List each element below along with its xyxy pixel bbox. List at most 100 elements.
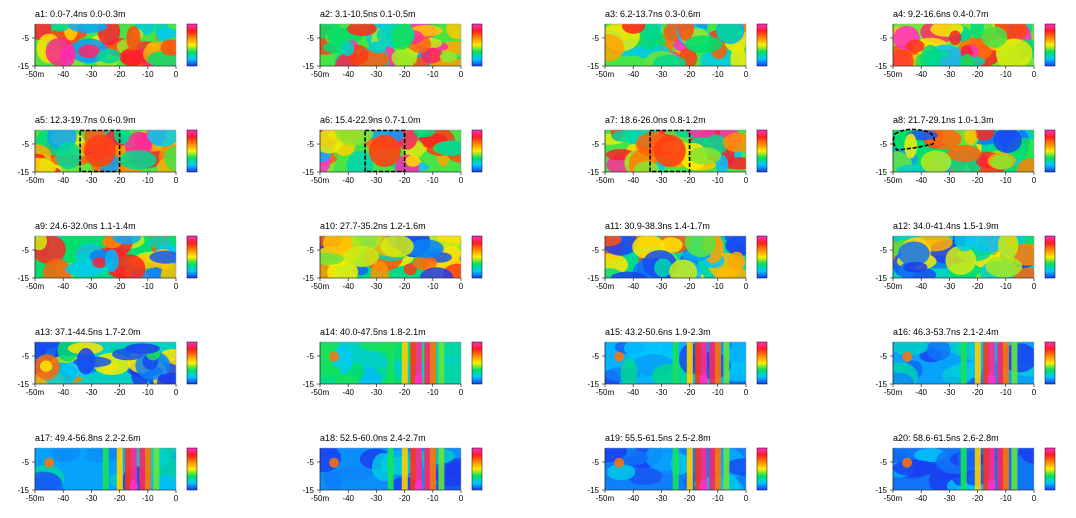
heatmap-blob [634, 161, 660, 172]
x-tick-label: -10 [427, 176, 439, 185]
x-tick-label: -10 [1000, 70, 1012, 79]
x-tick-label: 0 [174, 282, 179, 291]
heatmap-blob [346, 150, 374, 172]
panel-title: a19: 55.5-61.5ns 2.5-2.8m [605, 433, 711, 443]
heatmap-blob [974, 130, 995, 141]
x-tick-label: -50m [884, 494, 903, 503]
x-tick-label: 0 [744, 176, 749, 185]
heatmap-blob [335, 465, 373, 481]
heatmap-blob [972, 236, 1006, 253]
small-anomaly [614, 351, 625, 362]
panel-title: a12: 34.0-41.4ns 1.5-1.9m [893, 221, 999, 231]
heatmap-field [605, 448, 746, 490]
heatmap-blob [320, 252, 344, 265]
y-tick-label: -5 [880, 34, 888, 43]
heatmap-field [893, 448, 1034, 490]
heatmap-blob [904, 133, 918, 159]
heatmap-blob [391, 24, 413, 50]
colorbar [756, 447, 768, 491]
x-tick-label: -10 [712, 70, 724, 79]
stripe-band [709, 448, 716, 490]
stripe-band [960, 342, 967, 384]
x-tick-label: -10 [712, 494, 724, 503]
x-tick-label: -10 [142, 176, 154, 185]
x-tick-label: -40 [342, 282, 354, 291]
heatmap-blob [97, 24, 121, 46]
colorbar [1044, 235, 1056, 279]
x-tick-label: -40 [627, 282, 639, 291]
heatmap-field [893, 24, 1034, 66]
heatmap-blob [920, 44, 941, 66]
x-tick-label: -50m [26, 494, 45, 503]
x-tick-label: -50m [884, 388, 903, 397]
heatmap-blob [435, 140, 461, 156]
heatmap-blob [898, 241, 930, 266]
y-tick-label: -5 [307, 246, 315, 255]
heatmap-blob [893, 372, 915, 384]
y-tick-label: -5 [307, 352, 315, 361]
heatmap-blob [432, 361, 461, 384]
heatmap-blob [335, 130, 374, 146]
x-tick-label: -30 [656, 176, 668, 185]
heatmap-blob [985, 256, 1023, 278]
heatmap-blob [92, 257, 107, 268]
colorbar [186, 341, 198, 385]
stripe-band [116, 448, 123, 490]
stripe-band [153, 448, 160, 490]
heatmap-blob [946, 145, 982, 162]
y-tick-label: -5 [592, 34, 600, 43]
stripe-band [997, 448, 1004, 490]
y-tick-label: -15 [587, 62, 599, 71]
stripe-band [1011, 342, 1018, 384]
y-tick-label: -15 [302, 274, 314, 283]
stripe-band [695, 342, 702, 384]
stripe-band [974, 448, 981, 490]
stripe-band [672, 342, 679, 384]
heatmap-blob [716, 24, 742, 43]
heatmap-blob [728, 251, 745, 272]
y-tick-label: -5 [592, 140, 600, 149]
heatmap-blob [605, 236, 622, 247]
panel-a1: a1: 0.0-7.4ns 0.0-0.3m -50m -40 -30 -20 -10 0 -… [17, 9, 198, 79]
x-tick-label: -20 [399, 282, 411, 291]
heatmap-blob [407, 239, 444, 259]
colorbar [1044, 129, 1056, 173]
heatmap-field [605, 130, 746, 172]
heatmap-blob [684, 35, 723, 53]
x-tick-label: -50m [311, 282, 330, 291]
stripe-band [139, 448, 146, 490]
x-tick-label: -30 [656, 282, 668, 291]
heatmap-blob [954, 236, 976, 252]
stripe-peak [699, 374, 708, 384]
x-tick-label: -50m [596, 282, 615, 291]
anomaly-hotspot [368, 135, 401, 167]
panel-a13: a13: 37.1-44.5ns 1.7-2.0m -50m -40 -30 -20 -1… [17, 327, 198, 397]
heatmap-blob [686, 130, 717, 138]
heatmap-field [893, 236, 1034, 278]
panel-title: a11: 30.9-38.3ns 1.4-1.7m [605, 221, 710, 231]
stripe-band [1011, 448, 1018, 490]
colorbar [471, 23, 483, 67]
colorbar [186, 129, 198, 173]
stripe-band [401, 448, 408, 490]
stripe-band [715, 448, 721, 490]
highlight-outline [892, 128, 936, 151]
heatmap-blob [126, 25, 141, 51]
x-tick-label: -20 [684, 282, 696, 291]
heatmap-blob [903, 261, 928, 273]
heatmap-blob [97, 48, 121, 64]
heatmap-blob [436, 236, 461, 244]
stripe-peak [699, 480, 708, 490]
stripe-band [715, 342, 721, 384]
panel-a8: a8: 21.7-29.1ns 1.0-1.3m -50m -40 -30 -20 -10… [875, 115, 1056, 185]
x-tick-label: -20 [114, 70, 126, 79]
x-tick-label: -10 [1000, 388, 1012, 397]
x-tick-label: -20 [972, 70, 984, 79]
heatmap-blob [45, 448, 88, 463]
heatmap-blob [35, 471, 61, 490]
heatmap-blob [687, 147, 722, 165]
stripe-band [424, 342, 431, 384]
panel-title: a15: 43.2-50.6ns 1.9-2.3m [605, 327, 711, 337]
x-tick-label: -20 [972, 176, 984, 185]
y-tick-label: -15 [587, 486, 599, 495]
